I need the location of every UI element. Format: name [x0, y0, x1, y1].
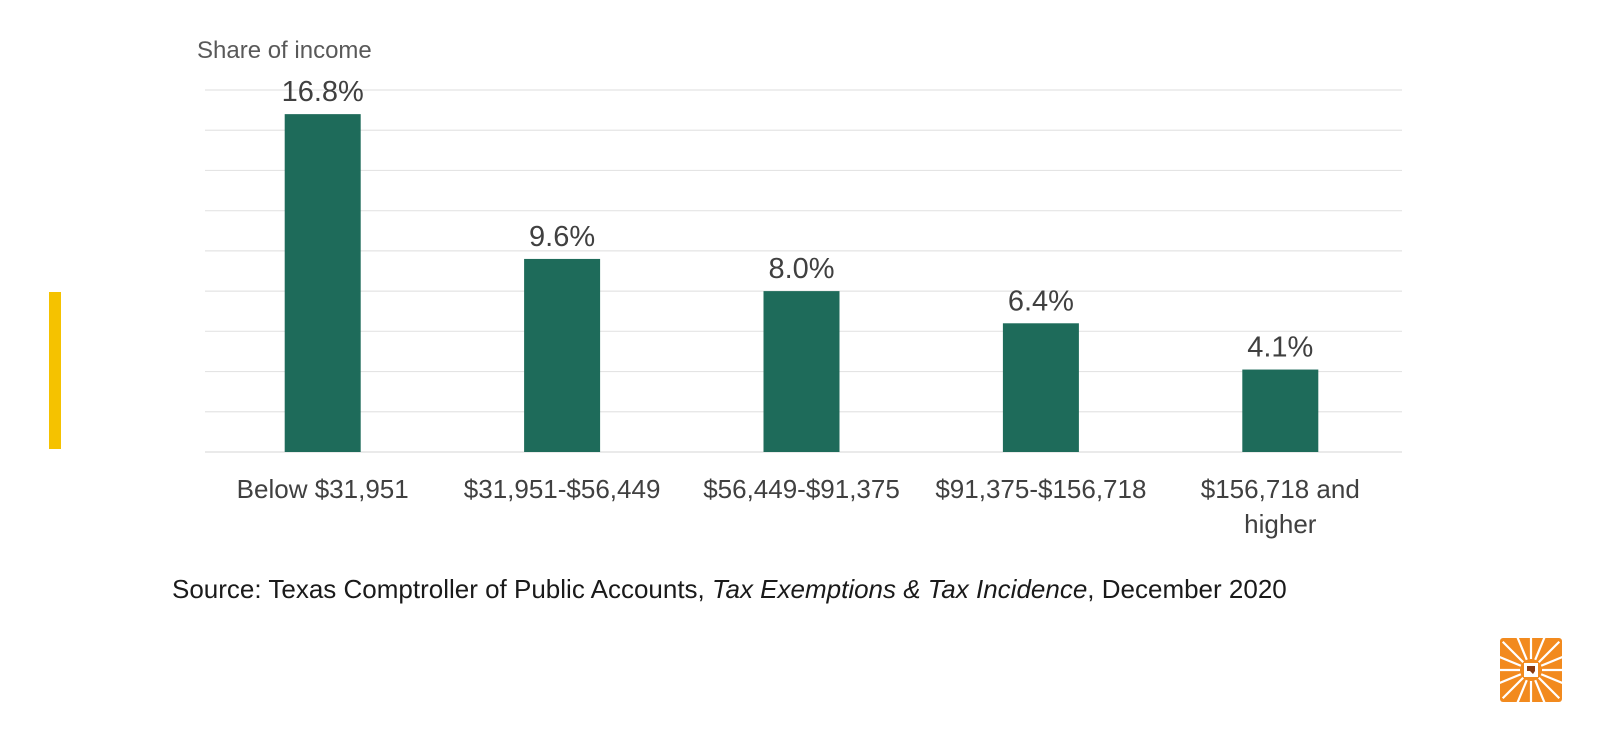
category-label: $91,375-$156,718 — [935, 474, 1146, 504]
value-label: 6.4% — [1008, 285, 1074, 317]
y-axis-title: Share of income — [197, 37, 372, 64]
source-prefix: Source: Texas Comptroller of Public Acco… — [172, 574, 712, 604]
value-label: 9.6% — [529, 221, 595, 253]
bar — [524, 258, 601, 452]
bar — [763, 291, 840, 452]
value-label: 4.1% — [1247, 332, 1313, 364]
category-label: $156,718 and higher — [1201, 474, 1360, 539]
accent-bar — [49, 292, 61, 449]
bar — [1002, 323, 1079, 452]
logo-svg — [1491, 630, 1571, 710]
bars — [284, 114, 1319, 452]
source-suffix: , December 2020 — [1087, 574, 1287, 604]
value-label: 16.8% — [282, 76, 364, 108]
source-title: Tax Exemptions & Tax Incidence — [712, 574, 1088, 604]
texas-sunburst-icon — [1491, 630, 1571, 710]
value-labels: 16.8% 9.6% 8.0% 6.4% 4.1% — [282, 76, 1314, 363]
source-note: Source: Texas Comptroller of Public Acco… — [172, 574, 1287, 605]
bar — [284, 114, 361, 452]
value-label: 8.0% — [768, 253, 834, 285]
category-label: $56,449-$91,375 — [703, 474, 900, 504]
category-labels: Below $31,951 $31,951-$56,449 $56,449-$91,… — [237, 474, 1360, 539]
category-label: Below $31,951 — [237, 474, 409, 504]
bar — [1242, 369, 1319, 452]
category-label: $31,951-$56,449 — [464, 474, 661, 504]
